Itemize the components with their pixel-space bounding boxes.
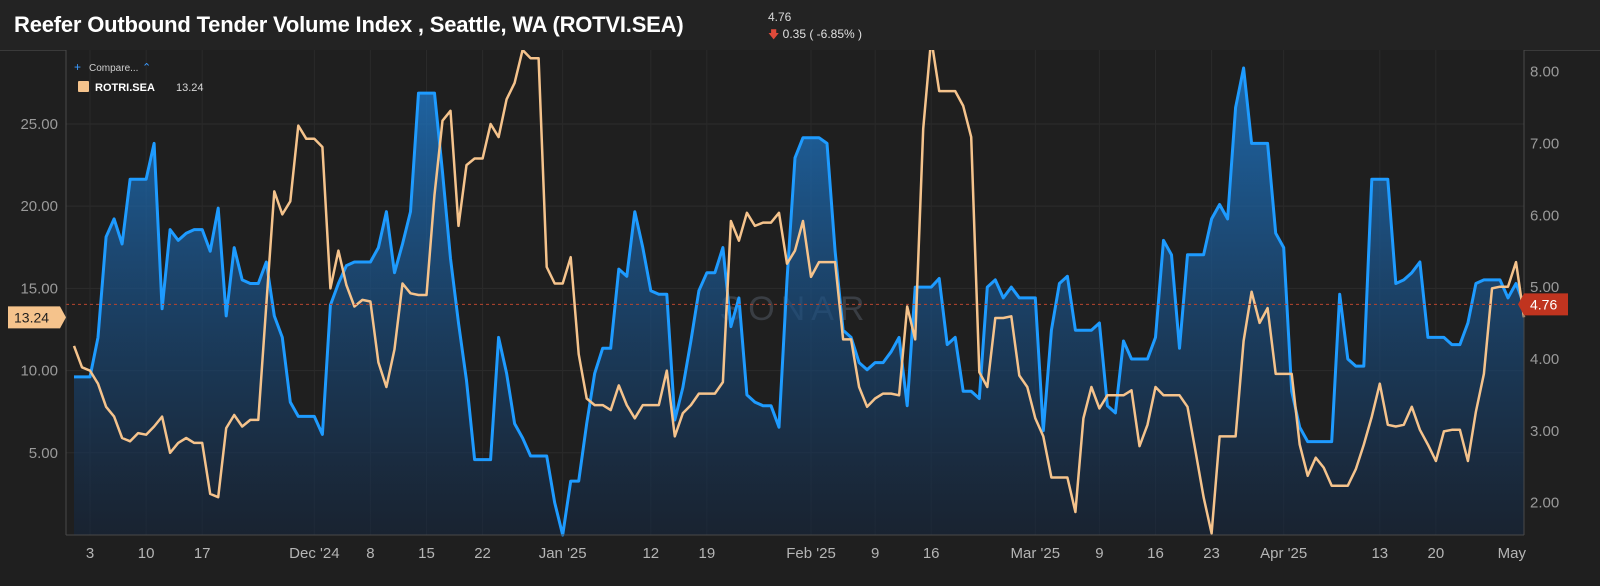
x-tick-label: 12 xyxy=(642,545,659,562)
right-tick-label: 4.00 xyxy=(1530,351,1559,368)
x-tick-label: Mar '25 xyxy=(1011,545,1061,562)
x-tick-label: 3 xyxy=(86,545,94,562)
x-tick-label: 20 xyxy=(1428,545,1445,562)
plus-icon[interactable]: + xyxy=(74,60,81,74)
x-tick-label: 8 xyxy=(366,545,374,562)
chart-area[interactable]: SONAR 5.0010.0015.0020.0025.002.003.004.… xyxy=(0,37,1600,581)
left-tick-label: 5.00 xyxy=(29,445,58,462)
rotri-swatch xyxy=(78,81,89,92)
x-tick-label: 16 xyxy=(1147,545,1164,562)
compare-value-badge-label: 13.24 xyxy=(14,309,49,325)
x-tick-label: May xyxy=(1498,545,1527,562)
rotri-legend-value: 13.24 xyxy=(176,82,204,94)
compare-button[interactable]: Compare... xyxy=(89,63,138,74)
right-tick-label: 8.00 xyxy=(1530,64,1559,81)
x-tick-label: Feb '25 xyxy=(786,545,836,562)
series-layer xyxy=(66,37,1526,537)
axes: 5.00 10.00 15.00 20.00 25.00 2.00 3.00 4.00 5.00… xyxy=(8,50,1568,562)
x-tick-label: 9 xyxy=(1095,545,1103,562)
right-tick-label: 6.00 xyxy=(1530,207,1559,224)
legend: + Compare... ⌃ ROTRI.SEA 13.24 xyxy=(74,60,204,94)
x-tick-label: 13 xyxy=(1371,545,1388,562)
x-tick-label: 17 xyxy=(194,545,211,562)
last-value-badge xyxy=(1518,293,1568,316)
chevron-up-icon[interactable]: ⌃ xyxy=(142,62,151,74)
x-tick-label: Apr '25 xyxy=(1260,545,1307,562)
down-arrow-icon: 🡇 xyxy=(768,29,780,41)
right-tick-label: 2.00 xyxy=(1530,495,1559,512)
x-tick-label: 16 xyxy=(923,545,940,562)
left-tick-label: 25.00 xyxy=(20,116,58,133)
right-tick-label: 7.00 xyxy=(1530,135,1559,152)
chart-title: Reefer Outbound Tender Volume Index , Se… xyxy=(14,12,684,37)
left-tick-label: 20.00 xyxy=(20,198,58,215)
right-tick-label: 3.00 xyxy=(1530,423,1559,440)
price-summary: 4.76 🡇 0.35 ( -6.85% ) xyxy=(768,10,862,45)
x-tick-label: 19 xyxy=(699,545,716,562)
rotvi-series-line xyxy=(74,66,1526,537)
x-tick-label: 10 xyxy=(138,545,155,562)
left-tick-label: 15.00 xyxy=(20,280,58,297)
left-tick-label: 10.00 xyxy=(20,363,58,380)
chart-svg[interactable]: SONAR 5.0010.0015.0020.0025.002.003.004.… xyxy=(0,37,1600,581)
rotri-series-line xyxy=(72,37,1526,535)
x-tick-label: 22 xyxy=(474,545,491,562)
rotri-legend-name[interactable]: ROTRI.SEA xyxy=(95,82,155,94)
last-value: 4.76 xyxy=(768,10,792,24)
compare-value-badge xyxy=(8,306,66,329)
x-tick-label: 9 xyxy=(871,545,879,562)
chart-header: Reefer Outbound Tender Volume Index , Se… xyxy=(0,0,1600,51)
x-tick-label: Dec '24 xyxy=(289,545,339,562)
x-tick-label: 15 xyxy=(418,545,435,562)
right-tick-label: 5.00 xyxy=(1530,279,1559,296)
last-value-badge-label: 4.76 xyxy=(1530,296,1557,312)
x-tick-label: 23 xyxy=(1203,545,1220,562)
change-readout: 🡇 0.35 ( -6.85% ) xyxy=(768,26,862,45)
change-value: 0.35 ( -6.85% ) xyxy=(782,27,863,41)
x-tick-label: Jan '25 xyxy=(539,545,587,562)
